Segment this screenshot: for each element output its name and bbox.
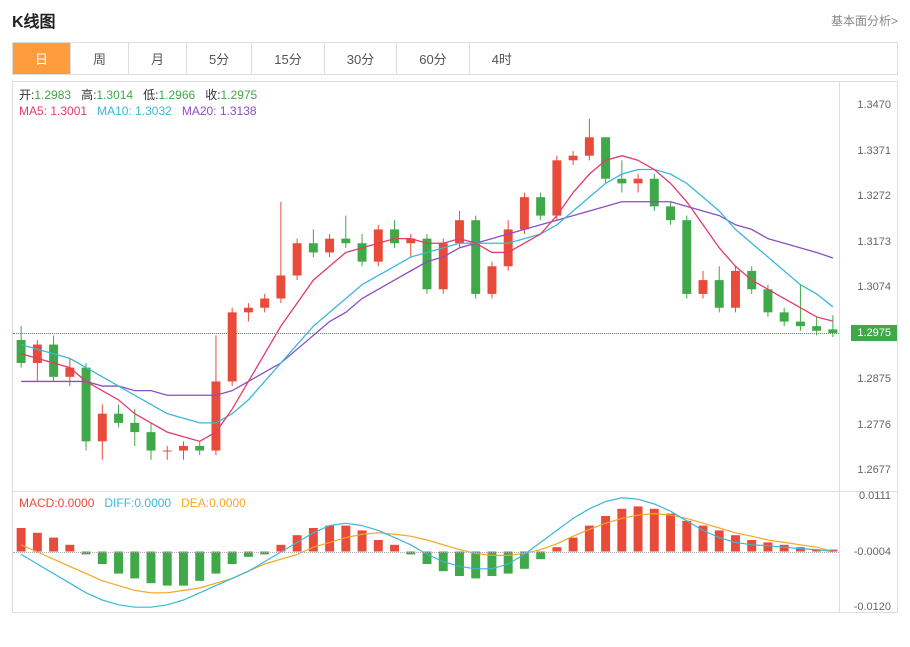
candlestick-chart[interactable]: 开:1.2983 高:1.3014 低:1.2966 收:1.2975 MA5:…	[13, 82, 897, 492]
ma20-label: MA20: 1.3138	[182, 104, 257, 118]
tab-5分[interactable]: 5分	[187, 43, 252, 74]
tab-15分[interactable]: 15分	[252, 43, 324, 74]
price-tick: 1.2776	[857, 419, 891, 431]
header: K线图 基本面分析>	[0, 0, 910, 38]
macd-label: MACD:0.0000	[19, 496, 94, 510]
main-plot	[13, 82, 839, 491]
analysis-link[interactable]: 基本面分析>	[831, 12, 898, 29]
macd-axis: -0.0120 -0.0004 0.0111	[839, 492, 897, 612]
dea-label: DEA:0.0000	[181, 496, 246, 510]
open-value: 1.2983	[34, 88, 71, 102]
tab-月[interactable]: 月	[129, 43, 187, 74]
macd-tick: -0.0004	[854, 546, 891, 558]
chart-container: K线图 基本面分析> 日周月5分15分30分60分4时 开:1.2983 高:1…	[0, 0, 910, 647]
macd-plot	[13, 492, 839, 612]
price-tick: 1.3074	[857, 281, 891, 293]
ohlc-row: 开:1.2983 高:1.3014 低:1.2966 收:1.2975	[19, 86, 257, 103]
price-tick: 1.3272	[857, 190, 891, 202]
price-tick: 1.2875	[857, 373, 891, 385]
chart-wrap: 开:1.2983 高:1.3014 低:1.2966 收:1.2975 MA5:…	[12, 81, 898, 613]
high-value: 1.3014	[96, 88, 133, 102]
macd-panel[interactable]: MACD:0.0000 DIFF:0.0000 DEA:0.0000 -0.01…	[13, 492, 897, 612]
macd-row: MACD:0.0000 DIFF:0.0000 DEA:0.0000	[19, 496, 246, 510]
low-label: 低:	[143, 88, 158, 102]
diff-label: DIFF:0.0000	[104, 496, 171, 510]
tab-日[interactable]: 日	[13, 43, 71, 74]
price-axis: 1.2677 1.2776 1.2875 1.2975 1.3074 1.3173 1.32…	[839, 82, 897, 491]
price-tick: 1.3173	[857, 236, 891, 248]
high-label: 高:	[81, 88, 96, 102]
current-price-badge: 1.2975	[851, 325, 897, 341]
price-tick: 1.3371	[857, 145, 891, 157]
tab-30分[interactable]: 30分	[325, 43, 397, 74]
chart-title: K线图	[12, 8, 56, 32]
tab-周[interactable]: 周	[71, 43, 129, 74]
ma10-label: MA10: 1.3032	[97, 104, 172, 118]
open-label: 开:	[19, 88, 34, 102]
close-label: 收:	[205, 88, 220, 102]
ma5-label: MA5: 1.3001	[19, 104, 87, 118]
low-value: 1.2966	[158, 88, 195, 102]
tab-60分[interactable]: 60分	[397, 43, 469, 74]
timeframe-tabs: 日周月5分15分30分60分4时	[12, 42, 898, 75]
price-tick: 1.3470	[857, 99, 891, 111]
ma-row: MA5: 1.3001 MA10: 1.3032 MA20: 1.3138	[19, 104, 257, 118]
tab-4时[interactable]: 4时	[470, 43, 534, 74]
macd-tick: 0.0111	[859, 490, 891, 502]
macd-tick: -0.0120	[854, 601, 891, 613]
price-tick: 1.2677	[857, 464, 891, 476]
close-value: 1.2975	[221, 88, 258, 102]
